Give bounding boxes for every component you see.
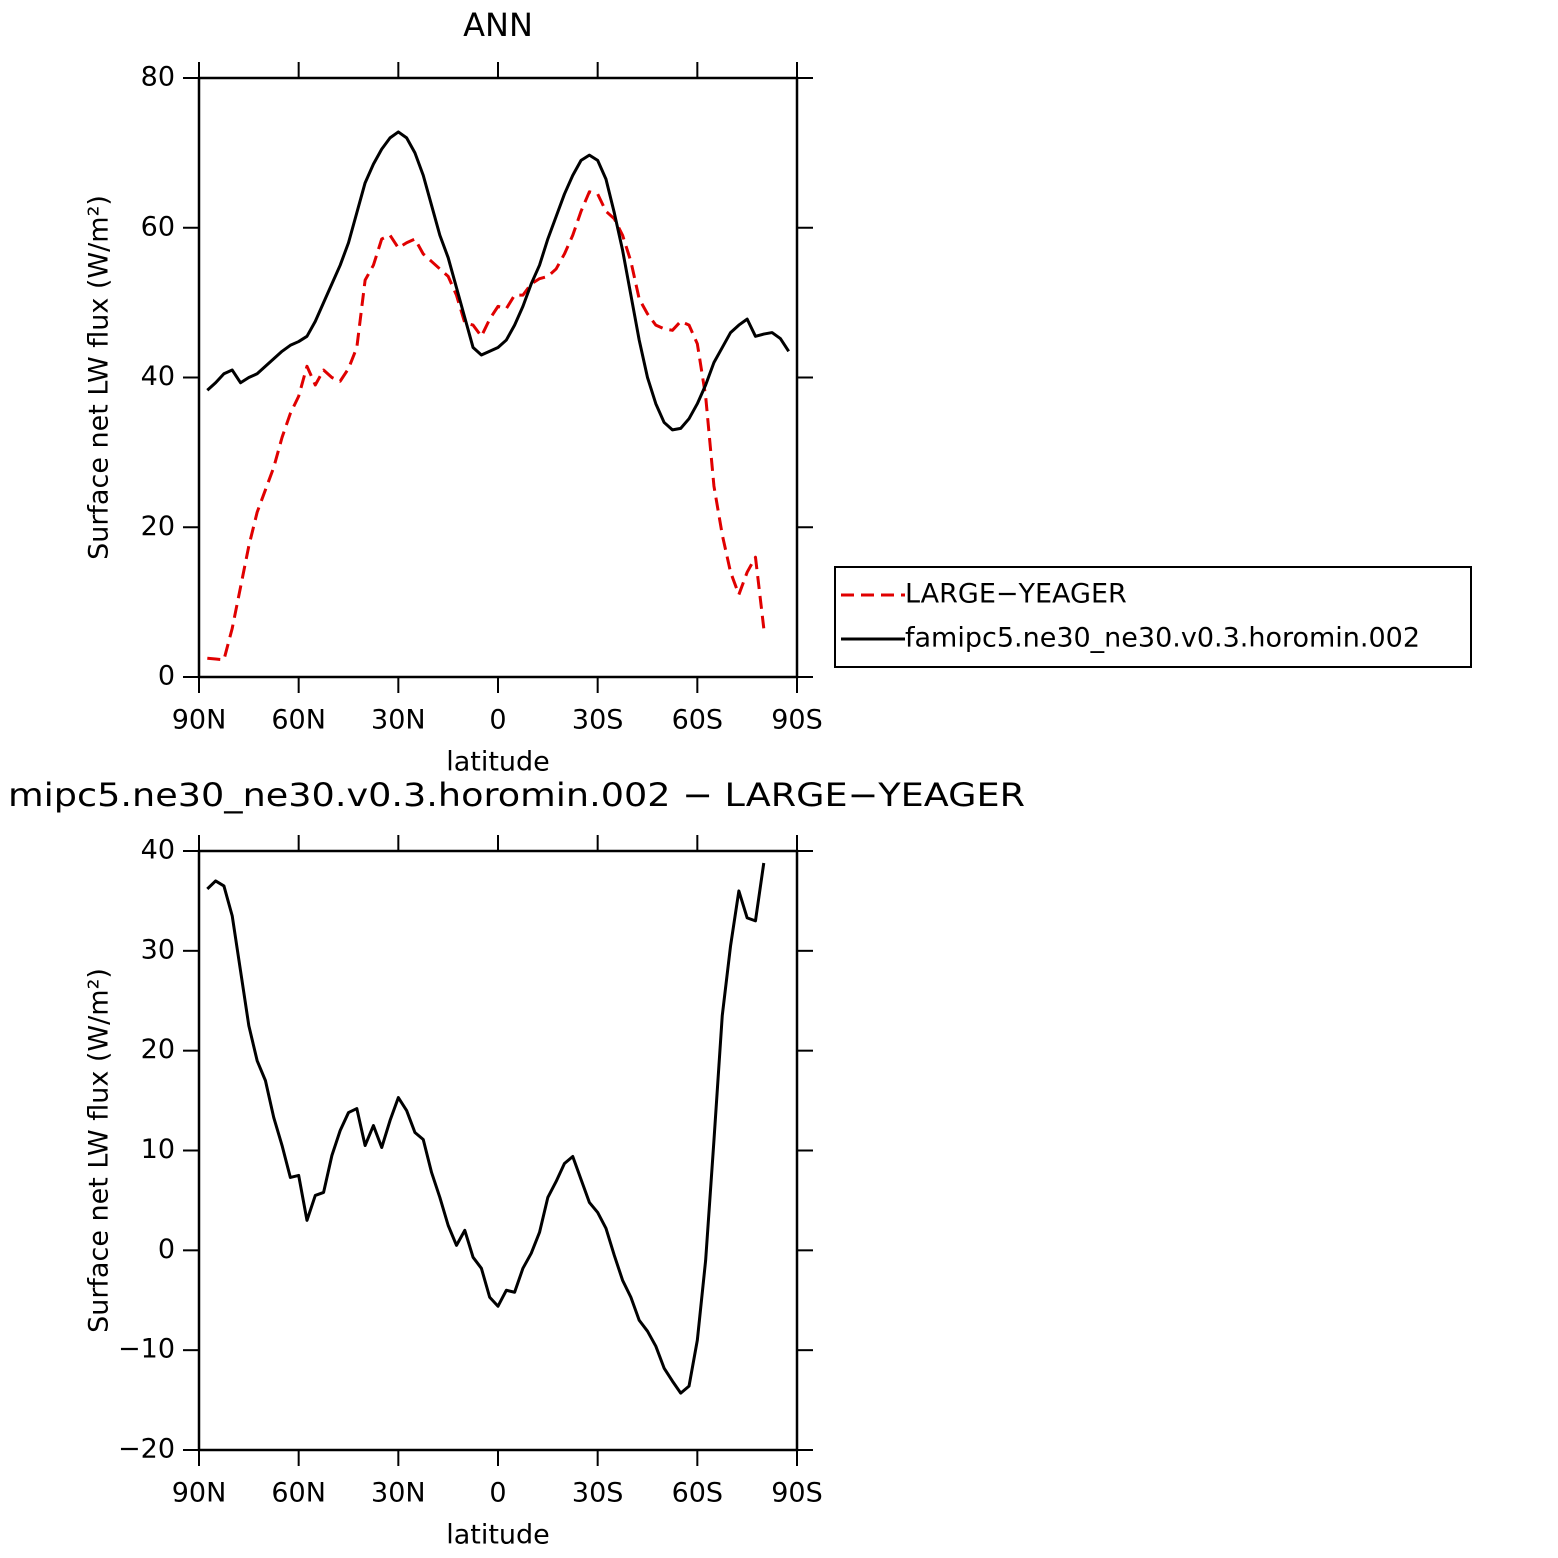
x-tick-label: 0 <box>489 705 506 736</box>
x-tick-label: 30S <box>572 1478 624 1509</box>
data-line <box>207 190 766 662</box>
chart-title: mipc5.ne30_ne30.v0.3.horomin.002 − LARGE… <box>8 776 1025 814</box>
x-tick-label: 60N <box>271 705 326 736</box>
legend-box <box>834 566 1472 668</box>
x-axis-label: latitude <box>446 1520 550 1551</box>
x-tick-label: 30S <box>572 705 624 736</box>
x-tick-label: 30N <box>371 705 426 736</box>
y-tick-label: 80 <box>141 62 175 93</box>
y-tick-label: 40 <box>141 835 175 866</box>
legend-label: famipc5.ne30_ne30.v0.3.horomin.002 <box>905 623 1420 654</box>
plot-frame <box>197 76 799 679</box>
y-tick-label: 0 <box>158 1234 175 1265</box>
y-tick-label: 40 <box>141 361 175 392</box>
x-tick-label: 60N <box>271 1478 326 1509</box>
x-tick-label: 90N <box>172 705 227 736</box>
y-axis-label: Surface net LW flux (W/m²) <box>84 968 115 1333</box>
y-tick-label: 60 <box>141 211 175 242</box>
x-tick-label: 0 <box>489 1478 506 1509</box>
y-tick-label: 20 <box>141 1034 175 1065</box>
y-axis-label: Surface net LW flux (W/m²) <box>84 195 115 560</box>
x-tick-label: 90N <box>172 1478 227 1509</box>
y-tick-label: −10 <box>118 1334 175 1365</box>
x-tick-label: 90S <box>771 1478 823 1509</box>
plot-frame <box>197 849 799 1452</box>
legend-label: LARGE−YEAGER <box>905 579 1127 610</box>
x-tick-label: 60S <box>672 705 724 736</box>
y-tick-label: 0 <box>158 661 175 692</box>
data-line <box>206 130 790 432</box>
x-axis-label: latitude <box>446 747 550 778</box>
chart-title: ANN <box>463 6 533 44</box>
y-tick-label: 30 <box>141 934 175 965</box>
x-tick-label: 60S <box>672 1478 724 1509</box>
y-tick-label: 10 <box>141 1134 175 1165</box>
x-tick-label: 30N <box>371 1478 426 1509</box>
y-tick-label: −20 <box>118 1434 175 1465</box>
y-tick-label: 20 <box>141 511 175 542</box>
data-line <box>206 862 766 1395</box>
x-tick-label: 90S <box>771 705 823 736</box>
